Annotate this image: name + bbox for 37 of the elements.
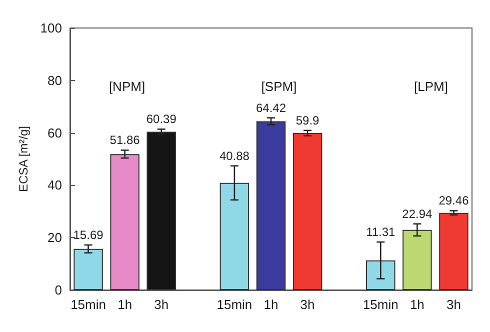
x-tick-label: 3h bbox=[300, 297, 315, 312]
bar bbox=[366, 260, 396, 290]
x-tick-label: 3h bbox=[446, 297, 461, 312]
data-label: 60.39 bbox=[146, 112, 177, 126]
y-tick-label: 60 bbox=[48, 125, 62, 140]
bar bbox=[439, 212, 468, 290]
bar bbox=[292, 133, 322, 290]
x-tick-label: 1h bbox=[118, 297, 132, 312]
data-label: 59.9 bbox=[296, 113, 320, 128]
data-label: 40.88 bbox=[219, 148, 250, 163]
annotation: [LPM] bbox=[414, 78, 448, 94]
data-label: 51.86 bbox=[110, 133, 140, 148]
y-tick-label: 80 bbox=[48, 72, 62, 88]
data-label: 15.69 bbox=[73, 228, 104, 242]
bar bbox=[220, 182, 250, 290]
bar bbox=[146, 132, 176, 290]
y-tick-label: 100 bbox=[40, 20, 62, 36]
x-tick-label: 15min bbox=[216, 297, 252, 312]
x-tick-label: 15min bbox=[70, 297, 106, 312]
bar bbox=[74, 248, 103, 290]
y-tick-label: 40 bbox=[48, 178, 62, 193]
data-label: 22.94 bbox=[402, 206, 433, 221]
data-label: 64.42 bbox=[256, 100, 286, 115]
bar bbox=[256, 121, 286, 290]
x-tick-label: 1h bbox=[264, 297, 278, 312]
annotation: [NPM] bbox=[108, 78, 146, 94]
x-tick-label: 3h bbox=[154, 297, 169, 312]
x-tick-label: 15min bbox=[362, 297, 398, 312]
y-axis-title: ECSA [m²/g] bbox=[16, 126, 30, 192]
y-tick-label: 20 bbox=[48, 230, 62, 246]
annotation: [SPM] bbox=[261, 78, 297, 94]
bar bbox=[402, 230, 432, 290]
data-label: 29.46 bbox=[438, 194, 470, 208]
data-label: 11.31 bbox=[366, 225, 396, 240]
x-tick-label: 1h bbox=[410, 297, 424, 312]
bar bbox=[110, 154, 140, 290]
y-tick-label: 0 bbox=[54, 282, 62, 298]
